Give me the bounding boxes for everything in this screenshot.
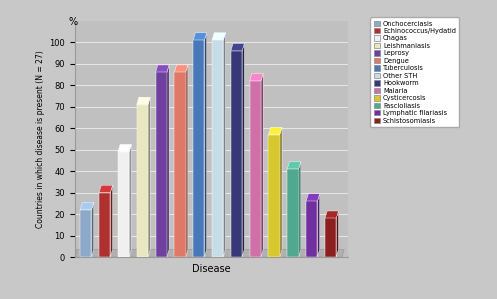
Polygon shape (156, 65, 169, 72)
Polygon shape (193, 33, 207, 40)
Polygon shape (280, 127, 282, 257)
Polygon shape (268, 127, 282, 135)
Polygon shape (110, 185, 113, 257)
Polygon shape (137, 105, 148, 257)
Polygon shape (268, 135, 280, 257)
Polygon shape (99, 193, 110, 257)
Y-axis label: Countries in which disease is present (N = 27): Countries in which disease is present (N… (36, 50, 45, 228)
Polygon shape (242, 43, 245, 257)
Polygon shape (99, 185, 113, 193)
Legend: Onchocerciasis, Echinococcus/Hydatid, Chagas, Leishmaniasis, Leprosy, Dengue, Tu: Onchocerciasis, Echinococcus/Hydatid, Ch… (370, 17, 459, 127)
Polygon shape (212, 33, 226, 40)
Polygon shape (325, 219, 336, 257)
Polygon shape (249, 81, 261, 257)
Polygon shape (231, 51, 242, 257)
Text: %: % (68, 17, 77, 28)
Polygon shape (231, 43, 245, 51)
Polygon shape (185, 65, 188, 257)
Polygon shape (287, 169, 299, 257)
Polygon shape (223, 33, 226, 257)
Polygon shape (137, 97, 150, 105)
Polygon shape (249, 74, 263, 81)
Polygon shape (80, 210, 91, 257)
Polygon shape (148, 97, 150, 257)
Polygon shape (336, 211, 338, 257)
Polygon shape (204, 33, 207, 257)
Polygon shape (174, 72, 185, 257)
Polygon shape (261, 74, 263, 257)
Polygon shape (299, 161, 301, 257)
X-axis label: Disease: Disease (192, 264, 231, 274)
Polygon shape (212, 40, 223, 257)
Polygon shape (306, 201, 318, 257)
Polygon shape (318, 194, 320, 257)
Polygon shape (91, 202, 94, 257)
Polygon shape (325, 211, 338, 219)
Polygon shape (174, 65, 188, 72)
Polygon shape (306, 194, 320, 201)
Polygon shape (167, 65, 169, 257)
Polygon shape (75, 250, 344, 257)
Polygon shape (156, 72, 167, 257)
Polygon shape (118, 152, 129, 257)
Polygon shape (118, 144, 131, 152)
Polygon shape (193, 40, 204, 257)
Polygon shape (129, 144, 131, 257)
Polygon shape (287, 161, 301, 169)
Polygon shape (80, 202, 94, 210)
